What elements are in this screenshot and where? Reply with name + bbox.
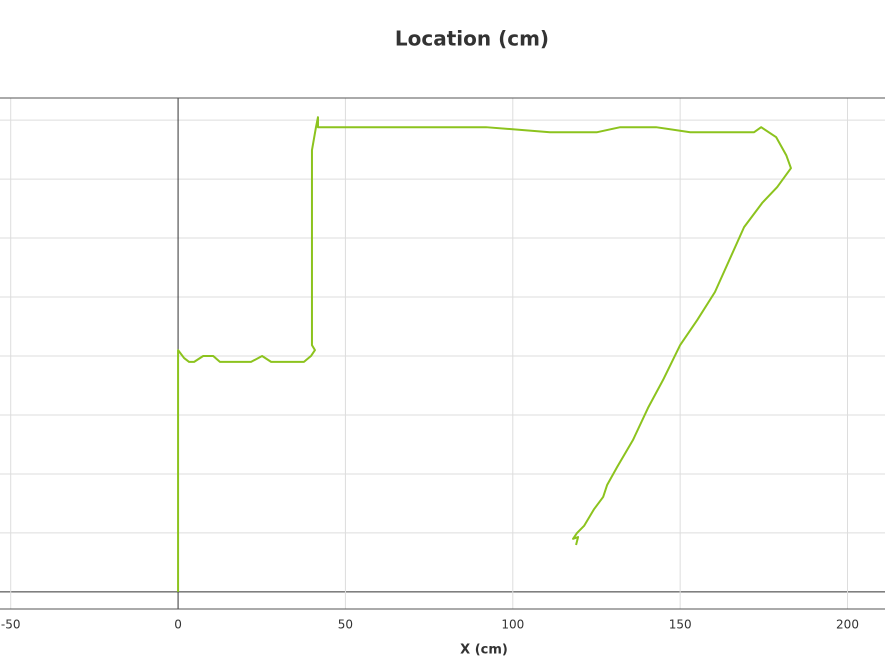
x-tick-label: 100 xyxy=(501,618,524,632)
x-tick-label: 50 xyxy=(338,618,353,632)
x-tick-label: 200 xyxy=(836,618,859,632)
x-tick-label: -50 xyxy=(1,618,21,632)
x-tick-label: 0 xyxy=(174,618,182,632)
chart-title: Location (cm) xyxy=(395,27,549,51)
x-tick-label: 150 xyxy=(669,618,692,632)
line xyxy=(177,116,792,592)
x-axis-label: X (cm) xyxy=(460,643,508,658)
